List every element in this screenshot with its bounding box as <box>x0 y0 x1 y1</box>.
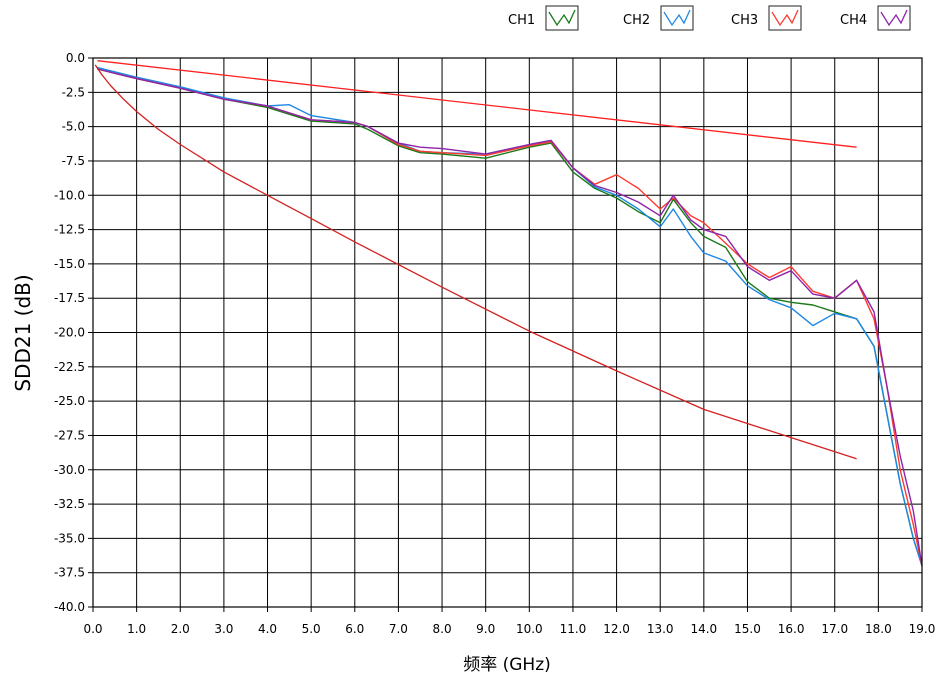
x-tick-label: 8.0 <box>433 622 452 636</box>
x-tick-label: 13.0 <box>647 622 674 636</box>
series-lines <box>94 60 923 567</box>
x-tick-labels: 0.0 1.0 2.0 3.0 4.0 5.0 6.0 7.0 8.0 9.0 10.0 11.0 12… <box>83 607 935 636</box>
x-tick-label: 17.0 <box>821 622 848 636</box>
x-tick-label: 16.0 <box>778 622 805 636</box>
y-tick-label: -37.5 <box>54 566 85 580</box>
series-ch2 <box>97 66 923 567</box>
legend-item-ch1: CH1 <box>508 5 579 31</box>
limit-line-5 <box>94 64 857 460</box>
y-tick-label: -32.5 <box>54 497 85 511</box>
series-ch3 <box>97 68 923 566</box>
y-axis-label: SDD21 (dB) <box>11 274 35 391</box>
legend-item-ch2: CH2 <box>623 5 694 31</box>
y-tick-label: -15.0 <box>54 257 85 271</box>
y-tick-label: 0.0 <box>66 51 85 65</box>
series-ch1 <box>97 68 923 567</box>
y-tick-label: -7.5 <box>62 154 85 168</box>
y-tick-label: -12.5 <box>54 223 85 237</box>
x-tick-label: 1.0 <box>127 622 146 636</box>
legend-line <box>663 9 691 27</box>
x-tick-label: 0.0 <box>83 622 102 636</box>
y-tick-label: -20.0 <box>54 326 85 340</box>
y-tick-label: -5.0 <box>62 120 85 134</box>
legend-item-ch4: CH4 <box>840 5 911 31</box>
x-tick-label: 3.0 <box>214 622 233 636</box>
legend-line <box>548 9 576 27</box>
y-tick-label: -2.5 <box>62 85 85 99</box>
series-ch4 <box>97 68 923 566</box>
legend-label: CH2 <box>623 13 650 28</box>
x-tick-label: 10.0 <box>516 622 543 636</box>
x-tick-label: 19.0 <box>909 622 936 636</box>
legend-item-ch3: CH3 <box>731 5 802 31</box>
x-tick-label: 6.0 <box>345 622 364 636</box>
y-tick-label: -10.0 <box>54 188 85 202</box>
x-axis-label: 频率 (GHz) <box>463 655 551 675</box>
y-tick-labels: 0.0 -2.5 -5.0 -7.5 -10.0 -12.5 -15.0 -17.5 -20.0… <box>54 51 93 614</box>
y-tick-label: -22.5 <box>54 360 85 374</box>
x-tick-label: 15.0 <box>734 622 761 636</box>
x-tick-label: 5.0 <box>302 622 321 636</box>
legend-label: CH4 <box>840 13 867 28</box>
x-tick-label: 18.0 <box>865 622 892 636</box>
y-tick-label: -30.0 <box>54 463 85 477</box>
legend-line <box>771 9 799 27</box>
limit-line-4 <box>97 60 857 148</box>
y-tick-label: -25.0 <box>54 394 85 408</box>
legend: CH1 CH2 CH3 CH4 <box>508 5 911 31</box>
legend-line <box>880 9 908 27</box>
x-tick-label: 2.0 <box>171 622 190 636</box>
y-tick-label: -27.5 <box>54 428 85 442</box>
x-tick-label: 11.0 <box>560 622 587 636</box>
legend-label: CH3 <box>731 13 758 28</box>
x-tick-label: 12.0 <box>603 622 630 636</box>
y-tick-label: -40.0 <box>54 600 85 614</box>
x-tick-label: 7.0 <box>389 622 408 636</box>
x-tick-label: 9.0 <box>476 622 495 636</box>
legend-label: CH1 <box>508 13 535 28</box>
x-tick-label: 4.0 <box>258 622 277 636</box>
grid <box>92 57 923 608</box>
y-tick-label: -17.5 <box>54 291 85 305</box>
x-tick-label: 14.0 <box>690 622 717 636</box>
y-tick-label: -35.0 <box>54 531 85 545</box>
